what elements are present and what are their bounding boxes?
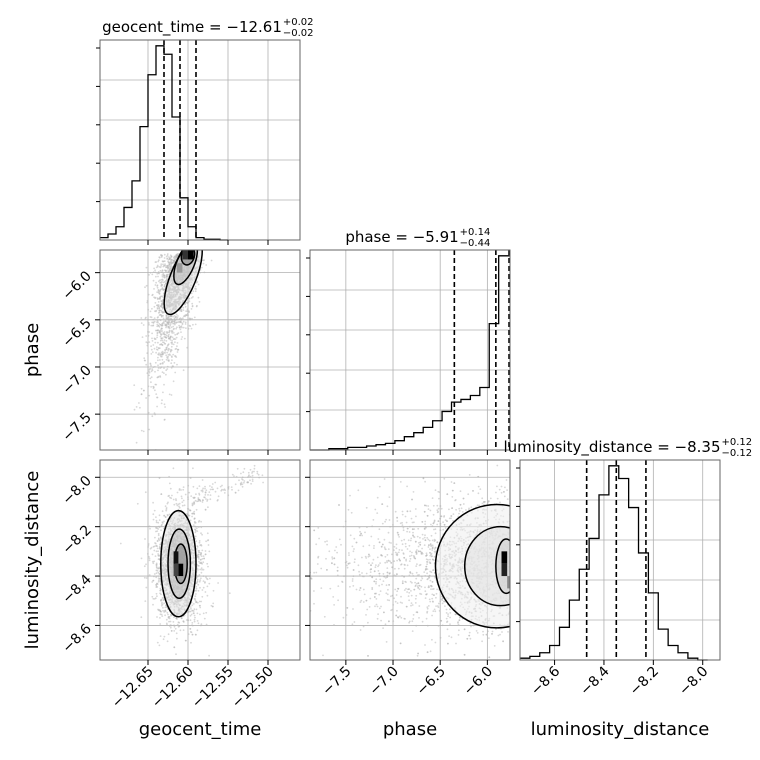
- hist-title-phase-minus: −0.44: [460, 238, 491, 249]
- 2d-phase-vs-geocent_time-peak-cell-0: [182, 250, 188, 260]
- xlabel-luminosity_distance: luminosity_distance: [531, 719, 710, 740]
- hist-title-geocent_time-minus: −0.02: [283, 28, 314, 39]
- ylabel-phase: phase: [22, 323, 43, 377]
- 2d-luminosity_distance-vs-geocent_time-contour-0: [160, 509, 197, 618]
- 2d-luminosity_distance-vs-geocent_time-content: [119, 460, 264, 657]
- hist-luminosity_distance-xtick-label-0: −8.6: [528, 663, 563, 698]
- 2d-phase-vs-geocent_time-ytick-label-1: −7.0: [59, 362, 94, 397]
- 2d-phase-vs-geocent_time-contour-0: [163, 250, 203, 316]
- 2d-phase-vs-geocent_time-ytick-label-3: −6.0: [59, 268, 94, 303]
- hist-title-phase-plus: +0.14: [460, 227, 491, 238]
- 2d-luminosity_distance-vs-geocent_time-frame: [99, 459, 301, 661]
- 2d-phase-vs-geocent_time-peak-cell-1: [188, 250, 194, 260]
- 2d-luminosity_distance-vs-geocent_time-xtick-label-2: −12.55: [189, 664, 237, 712]
- hist-panel-geocent_time: geocent_time = −12.61 +0.02−0.02: [96, 17, 314, 245]
- 2d-luminosity_distance-vs-phase-contour-1: [463, 525, 510, 607]
- hist-title-geocent_time: geocent_time = −12.61: [102, 18, 282, 37]
- 2d-phase-vs-geocent_time-content: [133, 250, 213, 450]
- 2d-luminosity_distance-vs-phase-content: [310, 464, 510, 659]
- 2d-luminosity_distance-vs-geocent_time-peak-cell-1: [178, 563, 184, 577]
- 2d-luminosity_distance-vs-phase-contour-0: [434, 503, 510, 629]
- panel-2d-luminosity_distance-vs-phase: −7.5 −7.0 −6.5 −6.0 phase: [305, 459, 511, 740]
- 2d-luminosity_distance-vs-geocent_time-ytick-label-2: −8.2: [59, 522, 94, 557]
- 2d-luminosity_distance-vs-phase-peak-cell-0: [501, 551, 508, 564]
- 2d-luminosity_distance-vs-geocent_time-ytick-label-3: −8.0: [59, 473, 94, 508]
- 2d-luminosity_distance-vs-geocent_time-xtick-label-1: −12.60: [149, 664, 197, 712]
- ylabel-luminosity_distance: luminosity_distance: [22, 471, 43, 650]
- hist-geocent_time-frame: [99, 39, 301, 241]
- panel-2d-luminosity_distance-vs-geocent_time: −12.65−12.60−12.55−12.50 −8.6 −8.4 −8.2 −8.0…: [22, 459, 301, 740]
- hist-panel-phase: phase = −5.91 +0.14−0.44: [306, 227, 511, 455]
- hist-luminosity_distance-xtick-label-1: −8.4: [577, 663, 612, 698]
- 2d-luminosity_distance-vs-phase-xtick-label-2: −6.5: [414, 664, 449, 699]
- 2d-phase-vs-geocent_time-contour-2: [180, 250, 196, 266]
- 2d-phase-vs-geocent_time-ytick-label-2: −6.5: [59, 315, 94, 350]
- hist-title-luminosity_distance: luminosity_distance = −8.35: [503, 438, 720, 457]
- 2d-luminosity_distance-vs-phase-frame: [309, 459, 511, 661]
- hist-title-luminosity_distance-minus: −0.12: [722, 448, 753, 459]
- hist-title-geocent_time-plus: +0.02: [283, 17, 314, 28]
- 2d-phase-vs-geocent_time-ytick-label-0: −7.5: [59, 410, 94, 445]
- hist-phase-frame: [309, 249, 511, 451]
- xlabel-phase: phase: [383, 719, 437, 740]
- 2d-luminosity_distance-vs-geocent_time-xtick-label-3: −12.50: [229, 664, 277, 712]
- 2d-luminosity_distance-vs-phase-xtick-label-1: −7.0: [366, 664, 401, 699]
- hist-title-phase: phase = −5.91: [345, 228, 458, 246]
- 2d-luminosity_distance-vs-phase-contour-2: [495, 538, 510, 595]
- hist-luminosity_distance-xtick-label-2: −8.2: [627, 664, 662, 699]
- 2d-luminosity_distance-vs-geocent_time-xtick-label-0: −12.65: [109, 664, 157, 712]
- 2d-luminosity_distance-vs-geocent_time-peak-cell-0: [173, 551, 179, 564]
- 2d-luminosity_distance-vs-geocent_time-contour-1: [167, 528, 192, 600]
- hist-geocent_time-steps: [100, 45, 228, 241]
- hist-panel-luminosity_distance: −8.6 −8.4 −8.2 −8.0 luminosity_distance lumin…: [503, 437, 752, 740]
- hist-title-luminosity_distance-plus: +0.12: [722, 437, 753, 448]
- 2d-phase-vs-geocent_time-contour-1: [173, 250, 199, 286]
- hist-luminosity_distance-xtick-label-3: −8.0: [676, 664, 711, 699]
- hist-phase-steps: [310, 255, 510, 451]
- 2d-luminosity_distance-vs-geocent_time-ytick-label-1: −8.4: [59, 572, 94, 607]
- hist-luminosity_distance-steps: [520, 465, 708, 661]
- 2d-luminosity_distance-vs-phase-xtick-label-0: −7.5: [319, 664, 354, 699]
- 2d-luminosity_distance-vs-phase-xtick-label-3: −6.0: [461, 664, 496, 699]
- 2d-phase-vs-geocent_time-frame: [99, 249, 301, 451]
- 2d-luminosity_distance-vs-phase-peak-cell-1: [501, 563, 508, 577]
- panel-2d-phase-vs-geocent_time: −7.5 −7.0 −6.5 −6.0 phase: [22, 249, 301, 455]
- hist-luminosity_distance-frame: [519, 459, 721, 661]
- 2d-luminosity_distance-vs-geocent_time-peak-cell-2: [173, 563, 179, 577]
- 2d-phase-vs-geocent_time-peak-cell-2: [176, 263, 183, 273]
- 2d-luminosity_distance-vs-geocent_time-ytick-label-0: −8.6: [59, 621, 94, 656]
- 2d-luminosity_distance-vs-phase-peak-cell-2: [507, 576, 510, 589]
- xlabel-geocent_time: geocent_time: [139, 719, 262, 740]
